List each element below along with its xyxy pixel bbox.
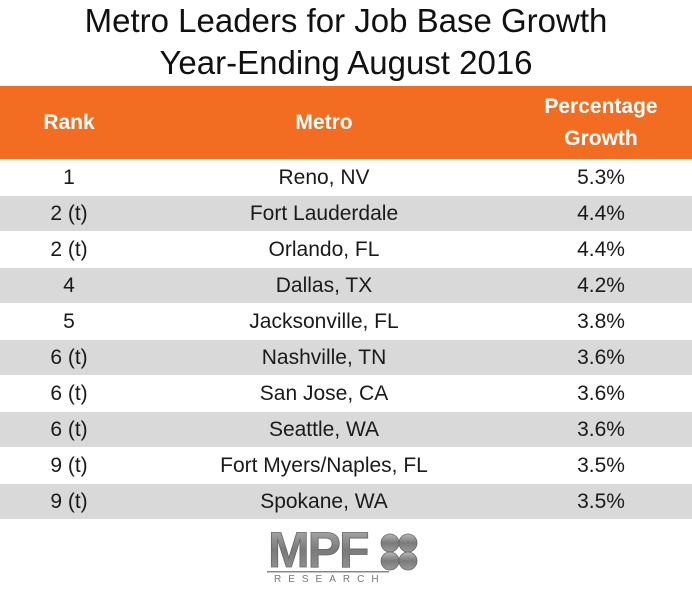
- rank-cell: 6 (t): [0, 339, 138, 376]
- growth-cell: 3.6%: [510, 411, 692, 448]
- metro-cell: San Jose, CA: [138, 375, 510, 412]
- growth-cell: 3.8%: [510, 303, 692, 340]
- mpf-research-logo: MPF RESEARCH: [262, 521, 432, 585]
- rank-cell: 4: [0, 267, 138, 304]
- table-row: 6 (t) Seattle, WA 3.6%: [0, 411, 692, 448]
- table-row: 5 Jacksonville, FL 3.8%: [0, 303, 692, 340]
- header-row: Rank Metro Percentage Growth: [0, 86, 692, 160]
- metro-cell: Nashville, TN: [138, 339, 510, 376]
- rank-header: Rank: [0, 86, 138, 160]
- svg-text:RESEARCH: RESEARCH: [274, 574, 386, 585]
- growth-cell: 3.6%: [510, 375, 692, 412]
- rank-cell: 6 (t): [0, 411, 138, 448]
- metro-cell: Fort Myers/Naples, FL: [138, 447, 510, 484]
- page-title: Metro Leaders for Job Base Growth Year-E…: [0, 0, 692, 84]
- rank-cell: 2 (t): [0, 231, 138, 268]
- growth-header: Percentage Growth: [510, 86, 692, 160]
- title-line-1: Metro Leaders for Job Base Growth: [84, 2, 608, 39]
- metro-header: Metro: [138, 86, 510, 160]
- rankings-table: Rank Metro Percentage Growth 1 Reno, NV …: [0, 86, 692, 519]
- growth-header-line-2: Growth: [564, 126, 638, 150]
- table-row: 6 (t) San Jose, CA 3.6%: [0, 375, 692, 412]
- growth-header-line-1: Percentage: [544, 94, 658, 118]
- rank-cell: 1: [0, 159, 138, 196]
- rank-cell: 2 (t): [0, 195, 138, 232]
- rank-cell: 9 (t): [0, 483, 138, 519]
- rank-cell: 6 (t): [0, 375, 138, 412]
- table-row: 1 Reno, NV 5.3%: [0, 159, 692, 196]
- metro-cell: Spokane, WA: [138, 483, 510, 519]
- growth-cell: 5.3%: [510, 159, 692, 196]
- growth-cell: 3.5%: [510, 483, 692, 519]
- metro-cell: Dallas, TX: [138, 267, 510, 304]
- table-row: 6 (t) Nashville, TN 3.6%: [0, 339, 692, 376]
- mpf-logo-mark-icon: MPF RESEARCH: [267, 522, 418, 585]
- metro-cell: Seattle, WA: [138, 411, 510, 448]
- rank-cell: 5: [0, 303, 138, 340]
- metro-cell: Fort Lauderdale: [138, 195, 510, 232]
- metro-cell: Jacksonville, FL: [138, 303, 510, 340]
- table-row: 9 (t) Fort Myers/Naples, FL 3.5%: [0, 447, 692, 484]
- table-row: 4 Dallas, TX 4.2%: [0, 267, 692, 304]
- growth-cell: 3.6%: [510, 339, 692, 376]
- growth-cell: 3.5%: [510, 447, 692, 484]
- growth-cell: 4.4%: [510, 195, 692, 232]
- title-line-2: Year-Ending August 2016: [159, 44, 533, 81]
- table-row: 2 (t) Orlando, FL 4.4%: [0, 231, 692, 268]
- metro-cell: Reno, NV: [138, 159, 510, 196]
- table-row: 9 (t) Spokane, WA 3.5%: [0, 483, 692, 519]
- metro-cell: Orlando, FL: [138, 231, 510, 268]
- table-row: 2 (t) Fort Lauderdale 4.4%: [0, 195, 692, 232]
- growth-cell: 4.2%: [510, 267, 692, 304]
- rank-cell: 9 (t): [0, 447, 138, 484]
- growth-cell: 4.4%: [510, 231, 692, 268]
- svg-text:MPF: MPF: [268, 522, 368, 578]
